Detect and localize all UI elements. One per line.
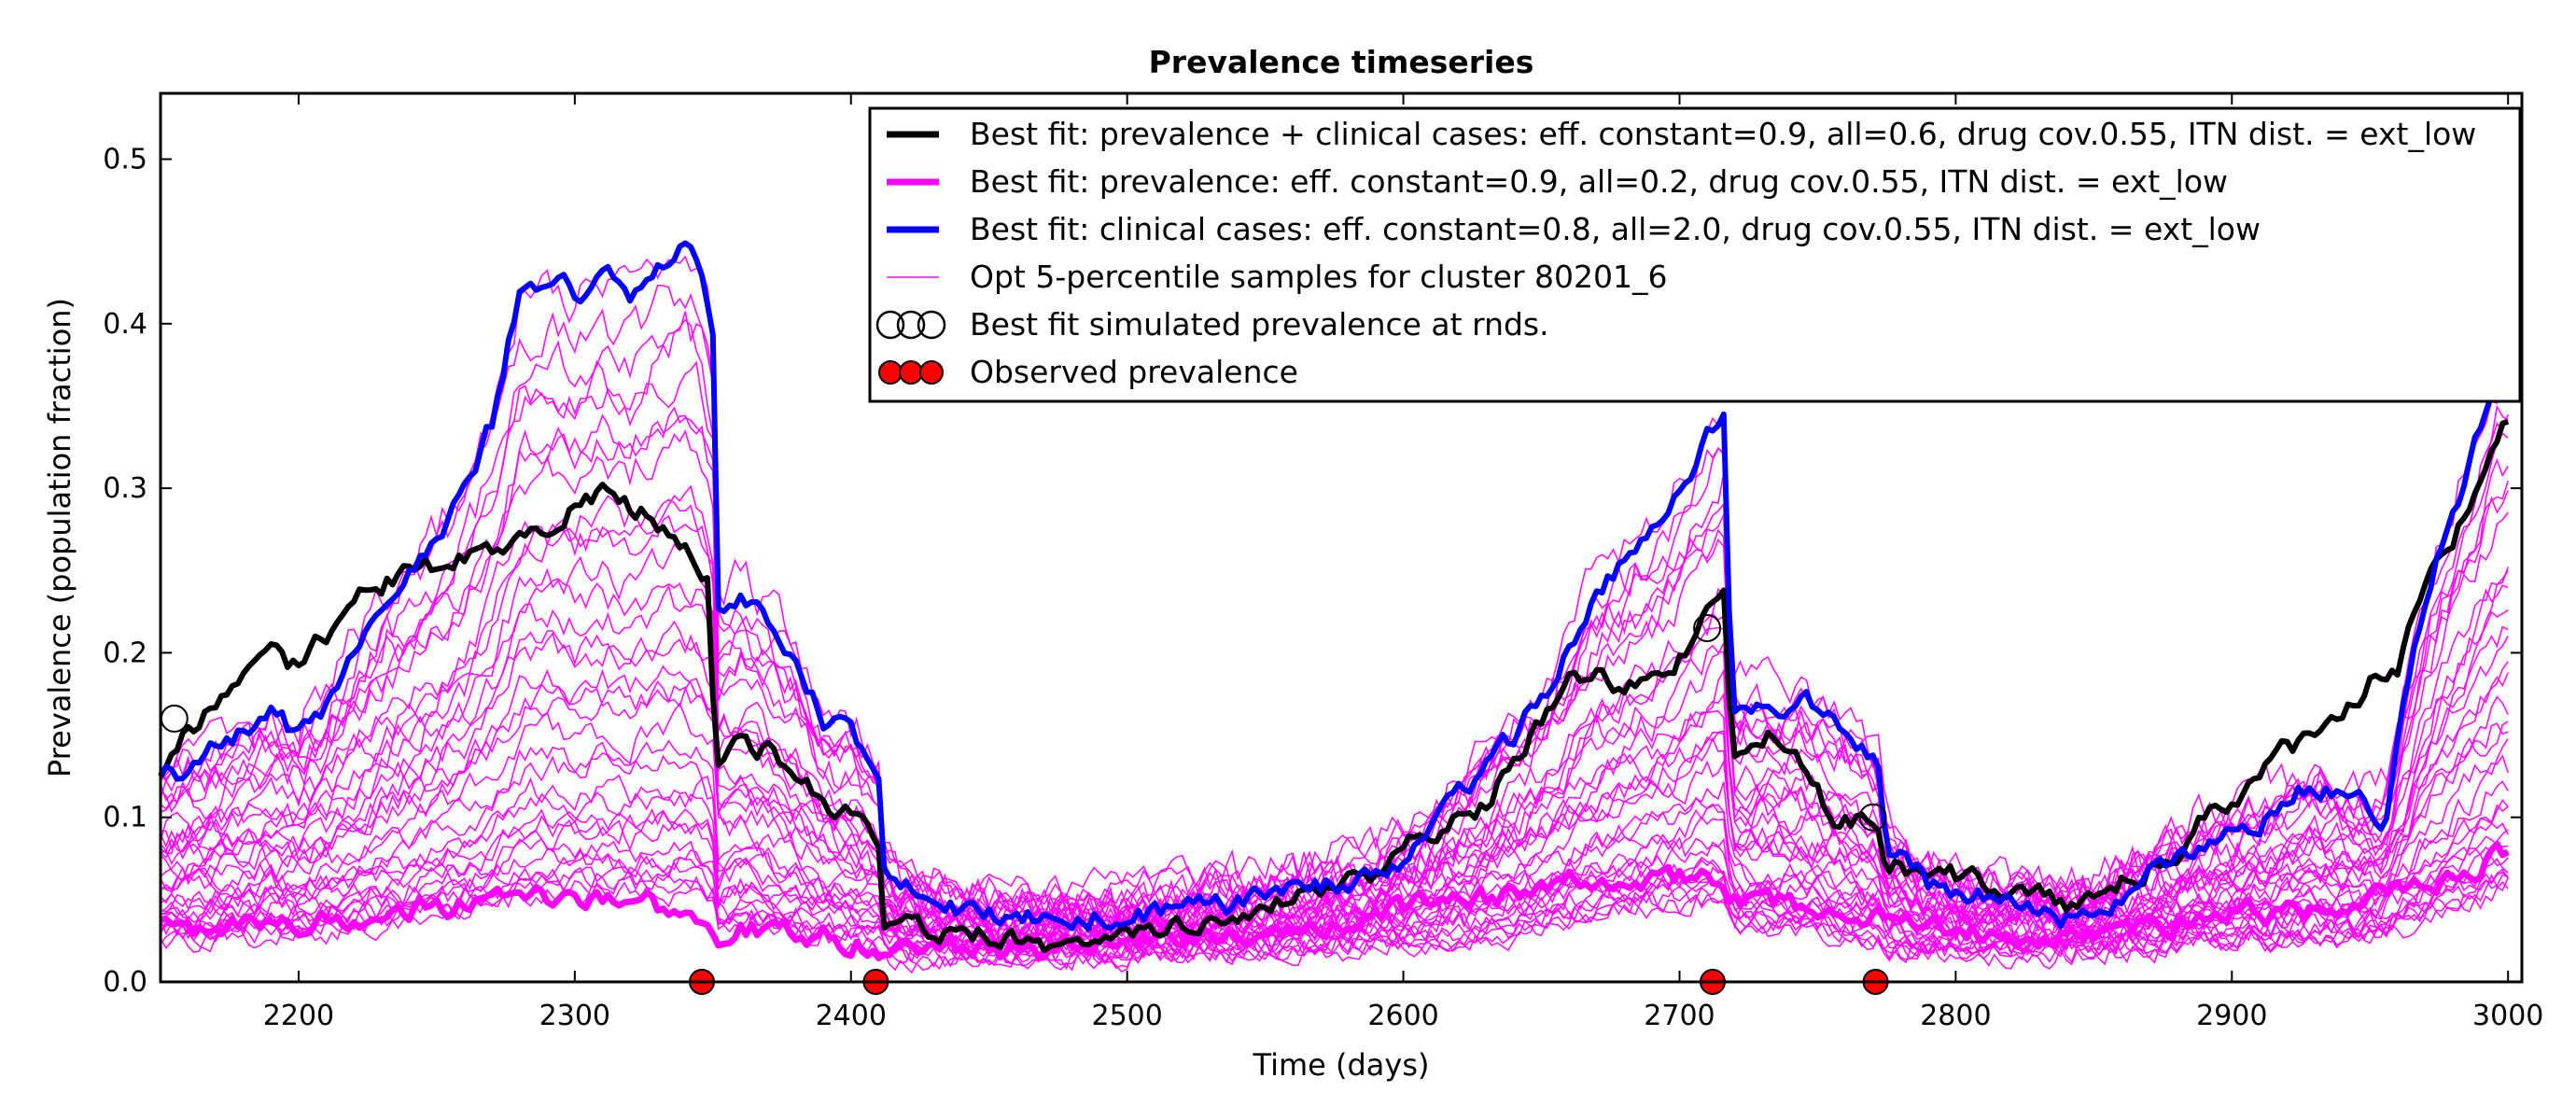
x-tick-label: 2500 xyxy=(1091,1000,1162,1032)
legend-label-samples: Opt 5-percentile samples for cluster 802… xyxy=(970,259,1668,295)
sample-line xyxy=(160,255,2509,924)
y-tick-label: 0.0 xyxy=(103,966,147,999)
legend-swatch-observed xyxy=(919,360,944,385)
x-tick-label: 2700 xyxy=(1644,1000,1715,1032)
sample-line xyxy=(160,866,2509,971)
legend-label-best-prevalence: Best fit: prevalence: eff. constant=0.9,… xyxy=(970,163,2228,200)
legend-swatch-observed xyxy=(878,360,903,385)
y-tick-label: 0.1 xyxy=(103,802,147,834)
x-axis-label: Time (days) xyxy=(1253,1047,1430,1083)
y-tick-label: 0.5 xyxy=(103,144,147,176)
legend-swatch-observed xyxy=(899,360,923,385)
legend-label-best-combined: Best fit: prevalence + clinical cases: e… xyxy=(970,116,2476,152)
sample-line xyxy=(160,852,2509,973)
sample-line xyxy=(160,318,2509,937)
y-tick-label: 0.2 xyxy=(103,637,147,669)
axes-frame xyxy=(159,91,2524,984)
y-axis-label: Prevalence (population fraction) xyxy=(42,298,77,777)
sample-line xyxy=(160,630,2509,951)
axis-ticks: 2200 2300 2400 2500 2600 2700 2800 2900 3000 0.0 0… xyxy=(103,93,2543,1032)
sample-line xyxy=(160,807,2509,966)
simulated-prevalence-marker xyxy=(1693,613,1722,642)
chart-title: Prevalence timeseries xyxy=(1149,44,1534,80)
legend-swatch-simulated xyxy=(917,310,946,340)
legend-swatch-simulated xyxy=(896,310,926,340)
legend-swatch-simulated xyxy=(875,310,905,340)
x-tick-label: 3000 xyxy=(2472,1000,2543,1032)
sample-line xyxy=(160,311,2509,931)
simulated-prevalence-marker xyxy=(1858,803,1887,832)
best-clinical-line xyxy=(158,240,2510,932)
x-tick-label: 2900 xyxy=(2196,1000,2267,1032)
legend-label-simulated: Best fit simulated prevalence at rnds. xyxy=(970,306,1549,343)
legend-label-best-clinical: Best fit: clinical cases: eff. constant=… xyxy=(970,211,2261,247)
y-tick-label: 0.4 xyxy=(103,308,147,341)
series-lines xyxy=(158,240,2510,961)
legend: Best fit: prevalence + clinical cases: e… xyxy=(868,106,2522,403)
x-tick-label: 2200 xyxy=(263,1000,334,1032)
best-prevalence-line xyxy=(160,841,2510,961)
x-tick-label: 2300 xyxy=(539,1000,610,1032)
legend-label-observed: Observed prevalence xyxy=(970,354,1298,390)
sample-line xyxy=(160,484,2509,951)
sample-line xyxy=(160,791,2509,958)
legend-items xyxy=(875,131,946,385)
sample-line xyxy=(160,620,2509,940)
x-tick-label: 2600 xyxy=(1367,1000,1438,1032)
sample-line xyxy=(160,360,2509,922)
x-tick-label: 2400 xyxy=(816,1000,887,1032)
legend-box xyxy=(868,106,2522,403)
x-tick-label: 2800 xyxy=(1920,1000,1991,1032)
simulated-prevalence-marker xyxy=(160,704,189,733)
y-tick-label: 0.3 xyxy=(103,472,147,505)
